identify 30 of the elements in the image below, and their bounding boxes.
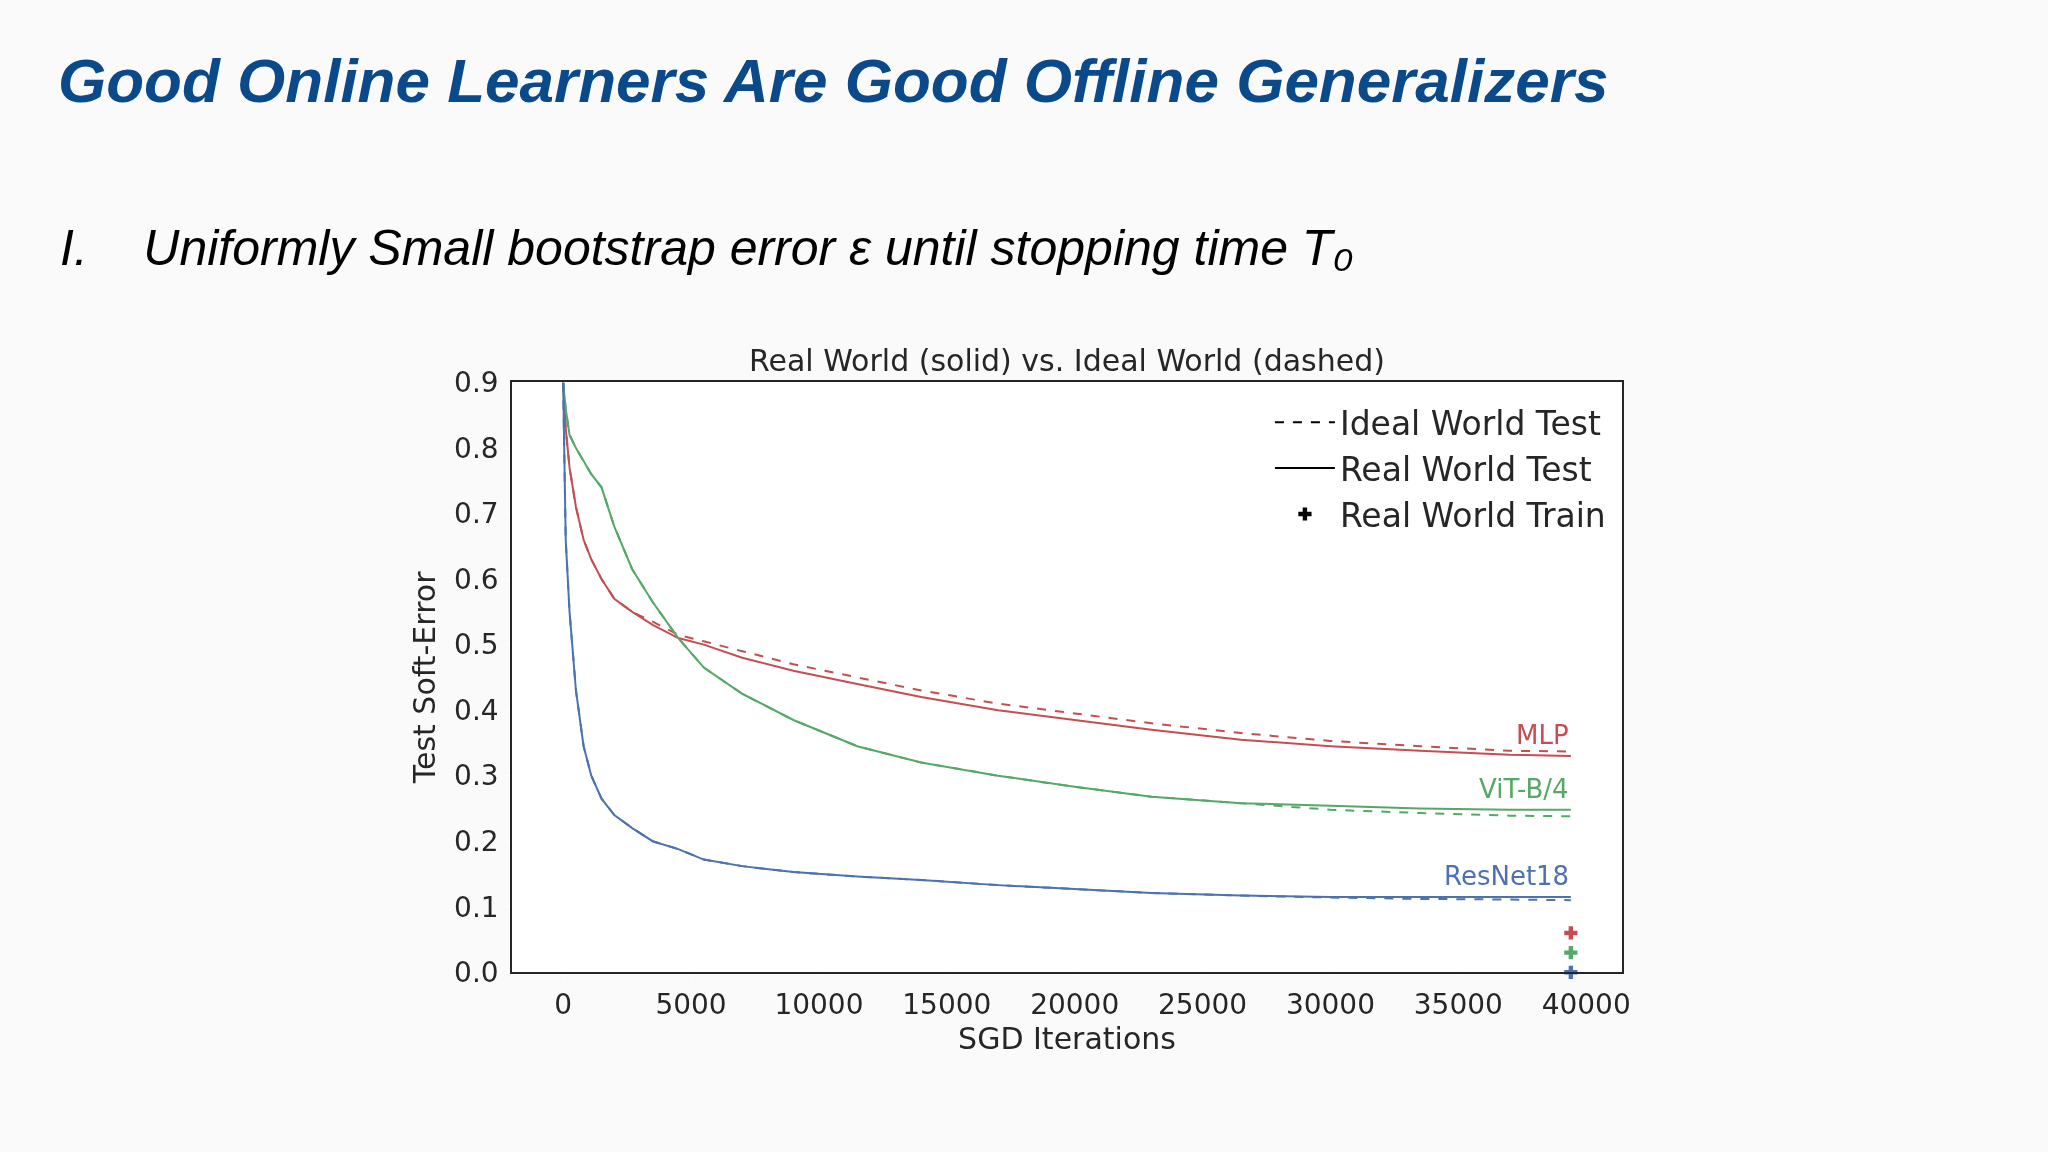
y-tick-label: 0.1	[454, 890, 499, 924]
legend-label: Real World Test	[1339, 449, 1592, 489]
y-tick-label: 0.4	[454, 693, 499, 727]
y-tick-label: 0.8	[454, 431, 499, 465]
y-tick-label: 0.2	[454, 825, 499, 859]
y-axis-title: Test Soft-Error	[406, 570, 442, 785]
annotation: ViT-B/4	[1479, 774, 1569, 804]
y-tick-label: 0.0	[454, 956, 499, 990]
x-tick-label: 15000	[902, 987, 992, 1021]
chart-subtitle: I. Uniformly Small bootstrap error ε until stopping time T₀	[60, 220, 1354, 276]
annotation: ResNet18	[1444, 861, 1570, 891]
y-tick-label: 0.9	[454, 366, 499, 400]
y-tick-label: 0.7	[454, 497, 499, 531]
x-axis-title: SGD Iterations	[958, 1020, 1176, 1056]
x-tick-label: 35000	[1413, 987, 1503, 1021]
text: Real World (solid) vs. Ideal World (dashed)	[749, 343, 1385, 378]
x-tick-label: 20000	[1030, 987, 1120, 1021]
x-tick-label: 10000	[774, 987, 864, 1021]
legend-label: Ideal World Test	[1339, 404, 1601, 444]
x-tick-label: 25000	[1158, 987, 1248, 1021]
y-tick-label: 0.3	[454, 759, 499, 793]
y-tick-label: 0.5	[454, 628, 499, 662]
x-tick-label: 30000	[1285, 987, 1375, 1021]
x-tick-label: 0	[554, 987, 573, 1021]
annotation: MLP	[1516, 720, 1569, 750]
legend-label: Real World Train	[1339, 495, 1606, 535]
x-tick-label: 40000	[1541, 987, 1631, 1021]
chart-title: Good Online Learners Are Good Offline Generalizers	[58, 45, 1609, 115]
y-tick-label: 0.6	[454, 562, 499, 596]
x-tick-label: 5000	[655, 987, 727, 1021]
